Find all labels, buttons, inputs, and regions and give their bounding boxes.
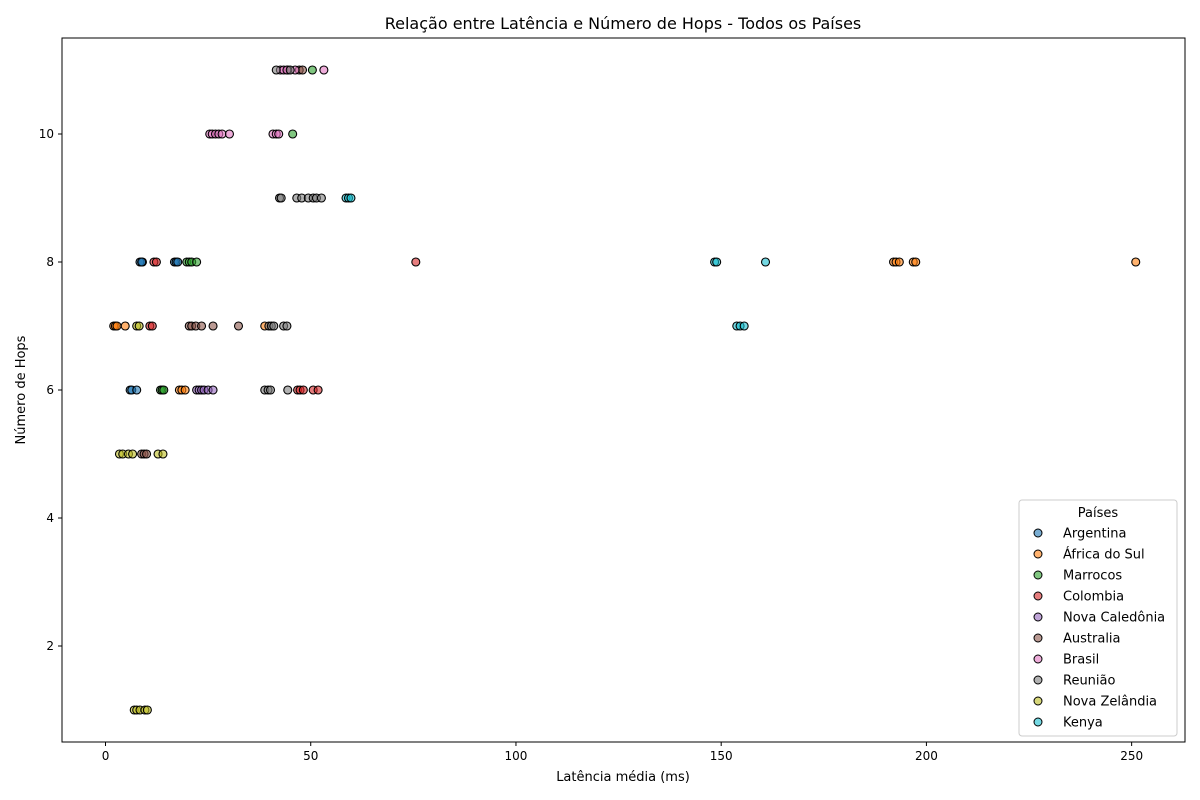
legend: Países Argentina África do Sul Marrocos Col…: [1018, 499, 1178, 737]
legend-label: Reunião: [1063, 674, 1116, 689]
chart-title: Relação entre Latência e Número de Hops …: [385, 14, 862, 33]
data-point: [285, 65, 295, 75]
x-tick-label: 0: [102, 749, 110, 763]
data-point: [142, 449, 152, 459]
legend-label: Argentina: [1063, 527, 1126, 542]
x-tick-label: 150: [710, 749, 733, 763]
data-point: [274, 129, 284, 139]
data-point: [316, 193, 326, 203]
series-Australia: [137, 65, 308, 459]
plot-frame: [61, 37, 1186, 743]
data-point: [1131, 257, 1141, 267]
legend-title: Países: [1078, 506, 1119, 521]
data-point: [112, 321, 122, 331]
data-point: [298, 385, 308, 395]
data-point: [180, 385, 190, 395]
legend-label: Australia: [1063, 632, 1121, 647]
data-point: [147, 321, 157, 331]
data-point: [269, 321, 279, 331]
axes: 0 50 100 150 200 250 2 4 6 8 10: [39, 127, 1143, 763]
data-point: [319, 65, 329, 75]
data-point: [197, 321, 207, 331]
x-tick-label: 100: [505, 749, 528, 763]
data-point: [307, 65, 317, 75]
series-Nova Zelândia: [114, 321, 168, 715]
legend-label: África do Sul: [1063, 547, 1145, 563]
data-point: [712, 257, 722, 267]
legend-marker: [1033, 570, 1043, 580]
series-Reunião: [260, 65, 326, 395]
series-Argentina: [125, 257, 183, 395]
series-Colombia: [145, 257, 421, 395]
legend-label: Kenya: [1063, 716, 1103, 731]
data-point: [233, 321, 244, 331]
data-point: [217, 129, 227, 139]
legend-marker: [1033, 549, 1043, 559]
y-tick-label: 8: [46, 255, 54, 269]
x-tick-label: 250: [1120, 749, 1143, 763]
points-layer: [109, 65, 1141, 715]
legend-marker: [1033, 696, 1043, 706]
data-point: [271, 65, 281, 75]
legend-marker: [1033, 591, 1043, 601]
x-tick-label: 200: [915, 749, 938, 763]
data-point: [208, 321, 218, 331]
x-axis-label: Latência média (ms): [556, 770, 690, 785]
data-point: [411, 257, 421, 267]
data-point: [346, 193, 356, 203]
data-point: [137, 257, 147, 267]
data-point: [297, 65, 308, 75]
data-point: [151, 257, 161, 267]
legend-marker: [1033, 633, 1043, 643]
y-tick-label: 6: [46, 383, 54, 397]
y-tick-label: 10: [39, 127, 54, 141]
legend-label: Nova Caledônia: [1063, 611, 1165, 626]
legend-marker: [1033, 528, 1043, 538]
legend-marker: [1033, 717, 1043, 727]
series-Marrocos: [155, 65, 317, 395]
data-point: [132, 385, 142, 395]
data-point: [313, 385, 323, 395]
data-point: [173, 257, 183, 267]
data-point: [894, 257, 904, 267]
data-point: [142, 705, 152, 715]
data-point: [128, 449, 138, 459]
data-point: [192, 257, 202, 267]
x-tick-label: 50: [303, 749, 318, 763]
legend-label: Brasil: [1063, 653, 1099, 668]
data-point: [120, 321, 130, 331]
legend-marker: [1033, 654, 1043, 664]
data-point: [283, 385, 293, 395]
data-point: [208, 385, 218, 395]
legend-label: Colombia: [1063, 590, 1124, 605]
legend-marker: [1033, 675, 1043, 685]
legend-items: Argentina África do Sul Marrocos Colombia No…: [1033, 527, 1165, 731]
data-point: [134, 321, 144, 331]
legend-label: Marrocos: [1063, 569, 1122, 584]
series-Nova Caledônia: [192, 385, 218, 395]
data-point: [760, 257, 771, 267]
data-point: [288, 129, 298, 139]
legend-marker: [1033, 612, 1043, 622]
y-tick-label: 4: [46, 511, 54, 525]
series-Kenya: [341, 193, 771, 331]
data-point: [158, 449, 168, 459]
data-point: [265, 385, 276, 395]
y-tick-label: 2: [46, 639, 54, 653]
data-point: [911, 257, 921, 267]
data-point: [739, 321, 749, 331]
plot-area: [62, 38, 1185, 742]
data-point: [276, 193, 286, 203]
legend-label: Nova Zelândia: [1063, 695, 1157, 710]
data-point: [159, 385, 169, 395]
y-axis-label: Número de Hops: [14, 335, 29, 444]
legend-frame: [1018, 499, 1178, 737]
series-África do Sul: [109, 257, 1141, 395]
data-point: [282, 321, 292, 331]
data-point: [224, 129, 235, 139]
